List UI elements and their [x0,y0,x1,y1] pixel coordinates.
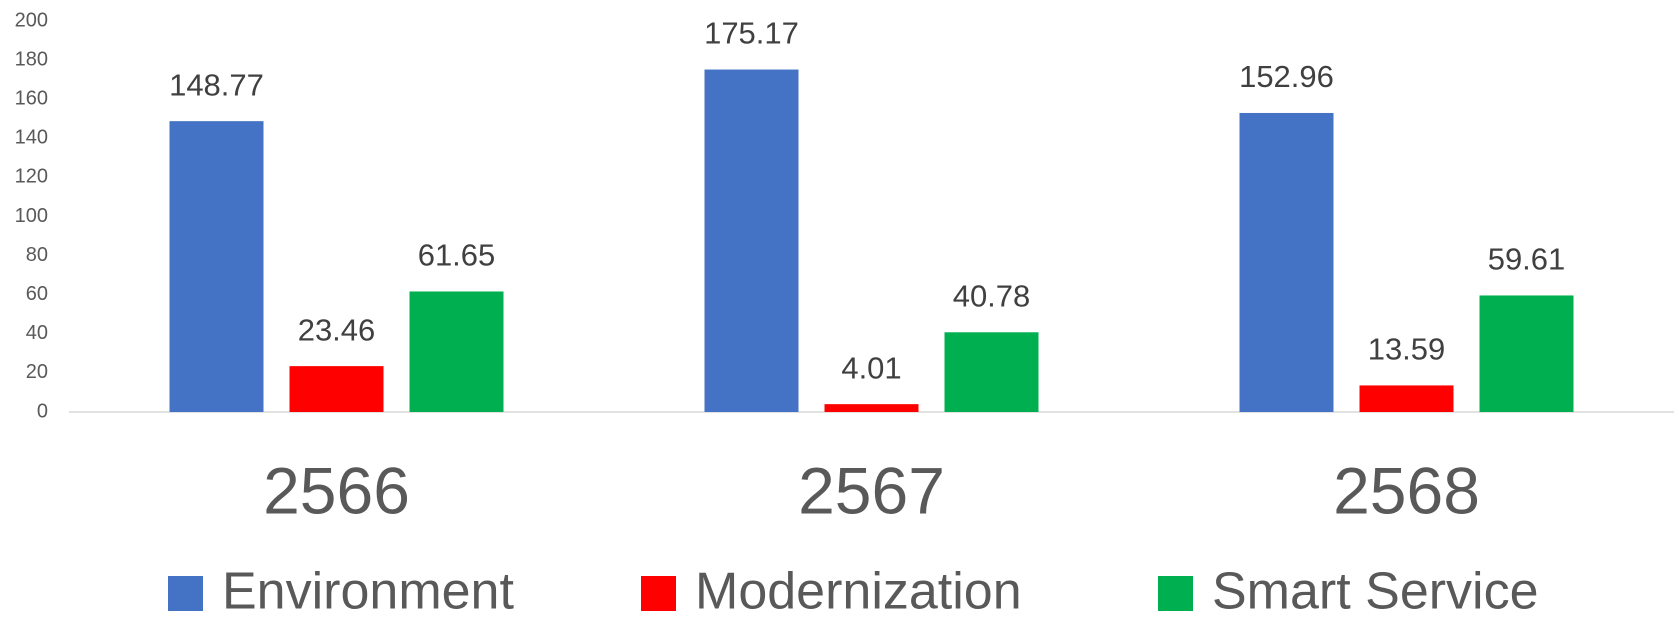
legend-label: Smart Service [1212,563,1539,618]
bar [169,121,264,412]
bar [1359,385,1454,412]
data-label: 23.46 [298,312,376,347]
legend-swatch [1158,576,1193,611]
bar [1239,112,1334,413]
x-tick-label: 2566 [263,453,410,527]
bar [704,69,799,412]
data-label: 61.65 [418,238,496,273]
data-label: 40.78 [953,278,1031,313]
y-tick-label: 20 [26,361,48,383]
bar [944,332,1039,412]
data-label: 175.17 [704,16,799,51]
data-label: 152.96 [1239,59,1334,94]
data-label: 148.77 [169,67,264,102]
y-tick-label: 180 [15,48,48,70]
bar [1479,295,1574,412]
x-tick-label: 2568 [1333,453,1480,527]
y-tick-label: 200 [15,9,48,31]
y-tick-label: 120 [15,166,48,188]
y-tick-label: 100 [15,205,48,227]
y-tick-label: 80 [26,244,48,266]
y-tick-label: 0 [37,400,48,422]
data-label: 13.59 [1368,332,1446,367]
legend-label: Environment [222,563,514,618]
legend-swatch [641,576,676,611]
bar [409,291,504,412]
bar [824,404,919,412]
x-tick-label: 2567 [798,453,945,527]
y-tick-label: 40 [26,322,48,344]
data-label: 59.61 [1488,242,1566,277]
legend-swatch [168,576,203,611]
bar [289,366,384,412]
y-tick-label: 160 [15,87,48,109]
y-tick-label: 140 [15,127,48,149]
legend-label: Modernization [695,563,1022,618]
y-tick-label: 60 [26,283,48,305]
data-label: 4.01 [841,350,901,385]
